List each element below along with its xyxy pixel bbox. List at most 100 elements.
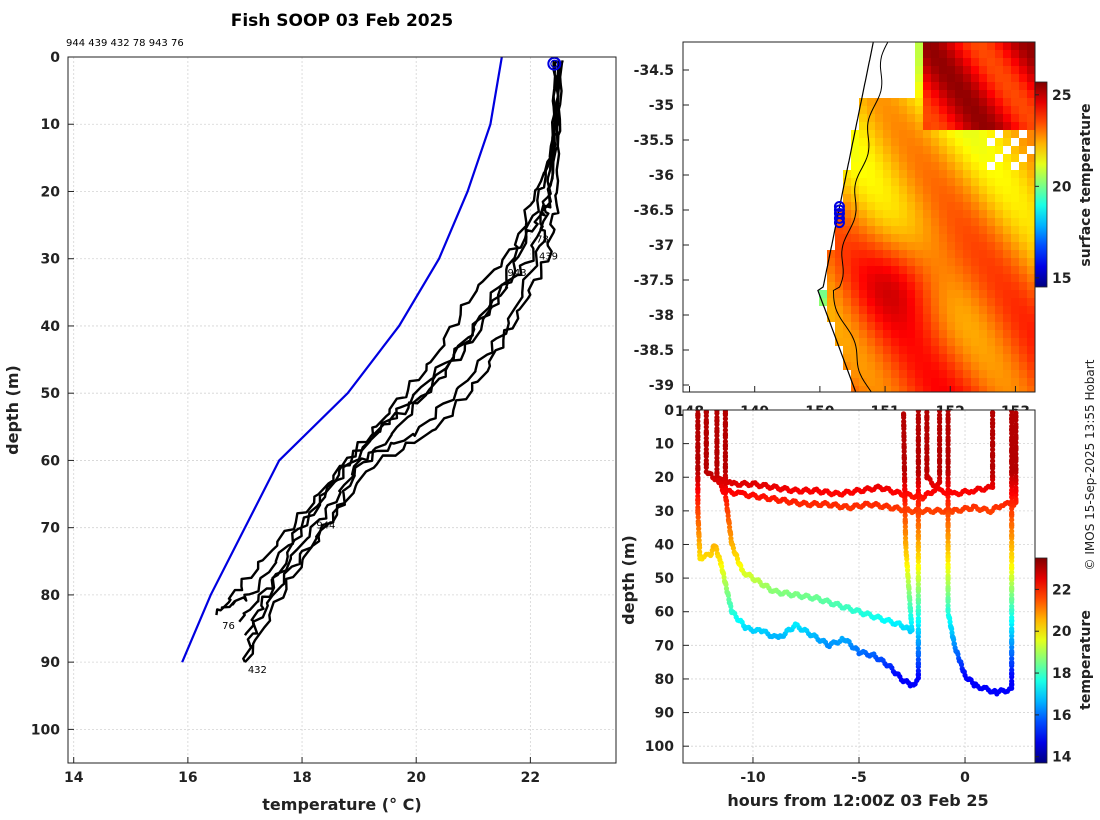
sst-cell [947, 170, 955, 178]
sst-cell [979, 226, 987, 234]
sst-cell [995, 106, 1003, 114]
sst-cell [867, 378, 875, 386]
sst-cell [963, 66, 971, 74]
sst-cell [971, 266, 979, 274]
section-x-tick-label: -10 [740, 770, 766, 786]
sst-cell [875, 106, 883, 114]
temperature-colorbar-tick-label: 22 [1052, 582, 1071, 598]
sst-cell [851, 298, 859, 306]
dive-point [722, 427, 729, 433]
sst-cell [931, 154, 939, 162]
sst-cell [1027, 226, 1035, 234]
sst-cell [907, 114, 915, 122]
sst-cell [875, 346, 883, 354]
sst-cell [867, 226, 875, 234]
sst-cell [963, 354, 971, 362]
sst-cell [851, 362, 859, 370]
dive-point [951, 637, 957, 643]
sst-cell [1003, 282, 1011, 290]
sst-cell [1027, 74, 1035, 82]
sst-cell [851, 266, 859, 274]
dive-point [902, 528, 909, 534]
sst-cell [819, 290, 827, 298]
section-y-tick-label: 80 [655, 672, 675, 688]
sst-cell [955, 98, 963, 106]
sst-cell [1003, 90, 1011, 98]
sst-cell [931, 210, 939, 218]
sst-cell [875, 130, 883, 138]
sst-cell [955, 194, 963, 202]
sst-cell [867, 266, 875, 274]
sst-cell [987, 362, 995, 370]
sst-cell [875, 282, 883, 290]
sst-cell [987, 42, 995, 50]
sst-cell [1019, 250, 1027, 258]
sst-cell [891, 106, 899, 114]
dive-point [989, 439, 996, 445]
sst-cell [923, 330, 931, 338]
sst-cell [1027, 338, 1035, 346]
sst-cell [1003, 218, 1011, 226]
sst-cell [947, 378, 955, 386]
sst-cell [963, 298, 971, 306]
sst-cell [939, 106, 947, 114]
sst-cell [971, 362, 979, 370]
sst-cell [883, 170, 891, 178]
sst-cell [1011, 170, 1019, 178]
section-y-tick-label: 0 [664, 403, 674, 419]
map-y-tick-label: -36.5 [634, 203, 674, 219]
dive-point [703, 413, 709, 419]
sst-cell [987, 338, 995, 346]
sst-cell [859, 114, 867, 122]
sst-cell [1027, 266, 1035, 274]
sst-cell [899, 306, 907, 314]
sst-cell [987, 250, 995, 258]
sst-cell [939, 330, 947, 338]
sst-cell [867, 258, 875, 266]
sst-cell [987, 82, 995, 90]
dive-point [936, 410, 943, 414]
sst-cell [907, 266, 915, 274]
sst-cell [995, 370, 1003, 378]
sst-cell [979, 298, 987, 306]
dive-point [945, 598, 951, 605]
dive-point [915, 668, 921, 674]
sst-cell [963, 170, 971, 178]
sst-cell [859, 370, 867, 378]
sst-cell [851, 234, 859, 242]
sst-cell [875, 202, 883, 210]
sst-cell [931, 74, 939, 82]
dive-point [703, 431, 709, 437]
sst-cell [915, 266, 923, 274]
sst-cell [915, 162, 923, 170]
dive-point [915, 465, 921, 471]
sst-cell [915, 226, 923, 234]
profile-x-tick-label: 18 [292, 770, 311, 786]
sst-cell [891, 218, 899, 226]
sst-cell [1011, 186, 1019, 194]
sst-cell [899, 114, 907, 122]
sst-cell [891, 202, 899, 210]
dive-point [915, 551, 921, 557]
dive-point [936, 475, 943, 481]
sst-cell [979, 370, 987, 378]
sst-cell [1003, 298, 1011, 306]
sst-cell [1011, 378, 1019, 386]
sst-cell [915, 154, 923, 162]
sst-cell [1019, 194, 1027, 202]
sst-cell [891, 242, 899, 250]
dive-point [1009, 446, 1015, 452]
sst-cell [987, 186, 995, 194]
sst-cell [883, 258, 891, 266]
sst-cell [923, 98, 931, 106]
sst-cell [859, 250, 867, 258]
section-dive-points [695, 410, 1019, 697]
sst-cell [891, 194, 899, 202]
sst-cell [931, 290, 939, 298]
section-y-tick-label: 40 [655, 537, 675, 553]
sst-cell [1011, 98, 1019, 106]
sst-cell [915, 130, 923, 138]
sst-cell [891, 370, 899, 378]
sst-cell [867, 170, 875, 178]
sst-cell [955, 178, 963, 186]
